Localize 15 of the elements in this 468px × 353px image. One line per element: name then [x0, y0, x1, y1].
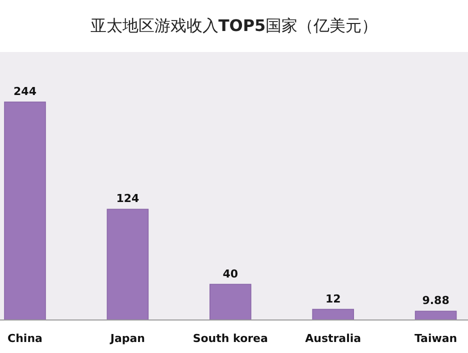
data-label: 124 [116, 192, 140, 206]
x-tick-label: Australia [305, 332, 362, 345]
bar [210, 284, 252, 320]
chart-title: 亚太地区游戏收入TOP5国家（亿美元） [90, 16, 378, 35]
x-tick-label: Japan [109, 332, 146, 345]
data-label: 12 [325, 292, 341, 306]
data-label: 40 [222, 267, 238, 280]
x-tick-label: South korea [192, 332, 268, 345]
bar [106, 208, 149, 320]
x-tick-label: Taiwan [414, 332, 458, 345]
x-tick-label: China [8, 332, 42, 345]
bar [4, 102, 46, 320]
data-label: 244 [14, 85, 37, 98]
bar [312, 308, 354, 320]
data-label: 9.88 [422, 294, 450, 308]
